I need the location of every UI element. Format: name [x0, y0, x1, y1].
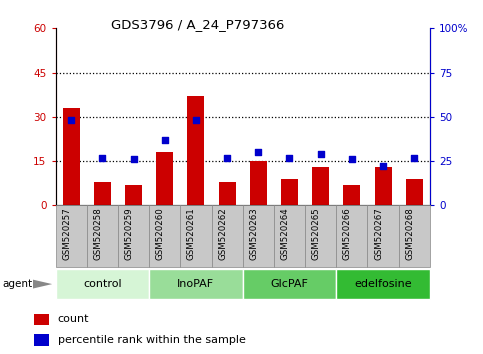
Text: GSM520267: GSM520267 — [374, 207, 383, 260]
Point — [129, 156, 137, 162]
Bar — [34, 314, 49, 325]
Point — [379, 164, 387, 169]
Bar — [212, 205, 242, 267]
Polygon shape — [33, 280, 52, 289]
Bar — [156, 152, 173, 205]
Text: edelfosine: edelfosine — [354, 279, 412, 289]
Point — [99, 155, 106, 160]
Bar — [56, 205, 87, 267]
Bar — [242, 269, 336, 299]
Text: count: count — [58, 314, 89, 324]
Point — [411, 155, 418, 160]
Text: GSM520260: GSM520260 — [156, 207, 165, 260]
Text: GSM520268: GSM520268 — [405, 207, 414, 260]
Text: GSM520257: GSM520257 — [62, 207, 71, 260]
Bar — [56, 269, 149, 299]
Bar — [149, 205, 180, 267]
Bar — [336, 205, 368, 267]
Point — [161, 137, 169, 143]
Bar — [374, 167, 392, 205]
Bar — [34, 334, 49, 346]
Bar — [242, 205, 274, 267]
Bar — [218, 182, 236, 205]
Point — [223, 155, 231, 160]
Bar — [368, 205, 398, 267]
Bar — [94, 182, 111, 205]
Text: GSM520258: GSM520258 — [93, 207, 102, 260]
Text: InoPAF: InoPAF — [177, 279, 214, 289]
Text: control: control — [83, 279, 122, 289]
Text: GlcPAF: GlcPAF — [270, 279, 309, 289]
Bar — [187, 96, 204, 205]
Point — [348, 156, 356, 162]
Bar — [336, 269, 430, 299]
Text: GSM520263: GSM520263 — [249, 207, 258, 260]
Bar — [250, 161, 267, 205]
Bar — [274, 205, 305, 267]
Bar — [63, 108, 80, 205]
Text: percentile rank within the sample: percentile rank within the sample — [58, 335, 245, 345]
Bar — [118, 205, 149, 267]
Bar — [281, 179, 298, 205]
Bar — [87, 205, 118, 267]
Text: GSM520264: GSM520264 — [281, 207, 289, 260]
Text: GSM520259: GSM520259 — [125, 207, 133, 260]
Text: GSM520266: GSM520266 — [343, 207, 352, 260]
Point — [285, 155, 293, 160]
Point — [317, 151, 325, 157]
Bar — [312, 167, 329, 205]
Text: GDS3796 / A_24_P797366: GDS3796 / A_24_P797366 — [111, 18, 284, 31]
Point — [67, 118, 75, 123]
Bar — [305, 205, 336, 267]
Bar — [180, 205, 212, 267]
Text: GSM520262: GSM520262 — [218, 207, 227, 260]
Bar — [149, 269, 242, 299]
Bar — [343, 185, 360, 205]
Text: GSM520261: GSM520261 — [187, 207, 196, 260]
Point — [192, 118, 200, 123]
Text: agent: agent — [2, 279, 32, 289]
Bar — [398, 205, 430, 267]
Point — [255, 149, 262, 155]
Bar — [125, 185, 142, 205]
Text: GSM520265: GSM520265 — [312, 207, 321, 260]
Bar — [406, 179, 423, 205]
